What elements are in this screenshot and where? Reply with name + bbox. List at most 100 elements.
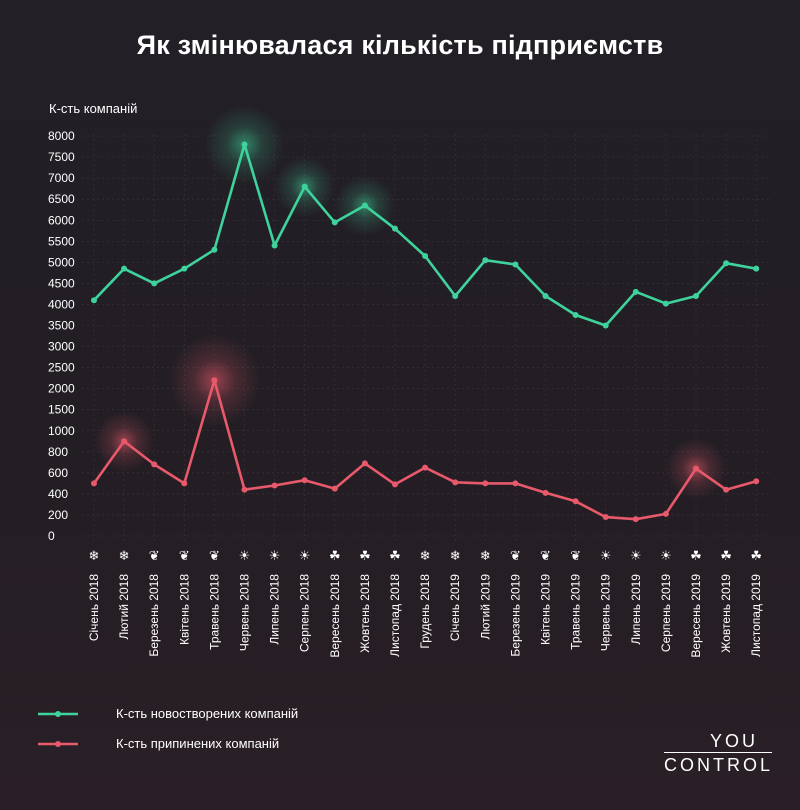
point-new bbox=[331, 219, 338, 226]
series-points bbox=[91, 141, 760, 523]
point-new bbox=[482, 257, 489, 264]
point-new bbox=[392, 225, 398, 232]
legend-label-new: К-сть новостворених компаній bbox=[116, 706, 299, 721]
x-tick-label: Серпень 2019 bbox=[659, 574, 673, 652]
leaf-icon: ❦ bbox=[179, 549, 190, 564]
point-closed bbox=[181, 480, 188, 487]
x-tick-label: Вересень 2018 bbox=[328, 574, 342, 658]
point-closed bbox=[693, 465, 699, 472]
x-tick-label: Квітень 2018 bbox=[177, 574, 191, 645]
point-new bbox=[662, 300, 669, 307]
point-closed bbox=[422, 464, 429, 471]
x-tick-label: Січень 2018 bbox=[87, 574, 101, 641]
sun-icon: ☀ bbox=[299, 549, 311, 564]
leaf-icon: ❦ bbox=[209, 549, 220, 564]
logo-divider bbox=[664, 752, 772, 753]
maple-leaf-icon: ☘ bbox=[690, 549, 702, 564]
y-tick-label: 6500 bbox=[48, 192, 75, 206]
point-new bbox=[512, 261, 519, 268]
sun-icon: ☀ bbox=[239, 549, 251, 564]
x-tick-label: Червень 2019 bbox=[599, 574, 613, 651]
point-closed bbox=[392, 481, 398, 488]
y-tick-label: 3000 bbox=[48, 340, 75, 354]
point-closed bbox=[723, 486, 730, 493]
point-new bbox=[151, 280, 158, 287]
snowflake-icon: ❄ bbox=[89, 549, 100, 564]
point-closed bbox=[602, 514, 609, 521]
snowflake-icon: ❄ bbox=[420, 549, 431, 564]
point-new bbox=[271, 242, 278, 249]
logo-line1: YOU bbox=[709, 731, 758, 751]
maple-leaf-icon: ☘ bbox=[329, 549, 341, 564]
point-closed bbox=[512, 480, 519, 487]
x-tick-label: Листопад 2018 bbox=[388, 574, 402, 657]
y-tick-label: 8000 bbox=[48, 129, 75, 143]
leaf-icon: ❦ bbox=[570, 549, 581, 564]
x-tick-label: Жовтень 2019 bbox=[719, 574, 733, 653]
maple-leaf-icon: ☘ bbox=[359, 549, 371, 564]
x-tick-labels: Січень 2018 Лютий 2018 Березень 2018 Квітен… bbox=[87, 574, 763, 658]
snowflake-icon: ❄ bbox=[119, 549, 130, 564]
x-tick-label: Червень 2018 bbox=[238, 574, 252, 651]
y-tick-label: 5000 bbox=[48, 255, 75, 269]
y-tick-label: 800 bbox=[48, 445, 68, 459]
y-tick-label: 4000 bbox=[48, 297, 75, 311]
point-new bbox=[181, 265, 188, 272]
point-closed bbox=[151, 461, 158, 468]
leaf-icon: ❦ bbox=[149, 549, 160, 564]
sun-icon: ☀ bbox=[600, 549, 612, 564]
point-closed bbox=[301, 477, 308, 484]
legend-swatch-closed bbox=[38, 741, 78, 747]
chart-title: Як змінювалася кількість підприємств bbox=[136, 30, 664, 60]
x-tick-label: Квітень 2019 bbox=[539, 574, 553, 645]
point-new bbox=[121, 265, 128, 272]
y-tick-labels: 0 200 400 600 800 1000 1500 2000 2500 3000 3500 400… bbox=[48, 129, 75, 543]
point-new bbox=[723, 260, 730, 267]
y-tick-label: 400 bbox=[48, 487, 68, 501]
sun-icon: ☀ bbox=[630, 549, 642, 564]
y-tick-label: 7500 bbox=[48, 150, 75, 164]
point-closed bbox=[91, 480, 97, 487]
x-tick-label: Липень 2018 bbox=[268, 574, 282, 645]
y-tick-label: 1500 bbox=[48, 403, 75, 417]
point-new bbox=[361, 202, 368, 209]
y-tick-label: 200 bbox=[48, 508, 68, 522]
x-tick-label: Серпень 2018 bbox=[298, 574, 312, 652]
point-closed bbox=[452, 479, 459, 486]
point-new bbox=[572, 311, 579, 318]
y-tick-label: 2000 bbox=[48, 382, 75, 396]
season-icons: ❄ ❄ ❦ ❦ ❦ ☀ ☀ ☀ ☘ ☘ ☘ ❄ ❄ ❄ ❦ ❦ ❦ ☀ ☀ ☀ ☘ ☘ ☘ bbox=[89, 549, 762, 564]
youcontrol-logo: YOU CONTROL bbox=[664, 731, 772, 775]
point-new bbox=[753, 265, 760, 272]
point-new bbox=[693, 293, 699, 300]
y-tick-label: 7000 bbox=[48, 171, 75, 185]
y-axis-label: К-сть компаній bbox=[49, 101, 137, 116]
x-tick-label: Січень 2019 bbox=[448, 574, 462, 641]
y-tick-label: 2500 bbox=[48, 361, 75, 375]
point-closed bbox=[482, 480, 489, 487]
maple-leaf-icon: ☘ bbox=[389, 549, 401, 564]
y-tick-label: 4500 bbox=[48, 276, 75, 290]
legend-swatch-new bbox=[38, 711, 78, 717]
point-new bbox=[632, 288, 639, 295]
x-tick-label: Травень 2018 bbox=[207, 574, 221, 650]
x-tick-label: Липень 2019 bbox=[629, 574, 643, 645]
x-tick-label: Листопад 2019 bbox=[749, 574, 763, 657]
point-closed bbox=[572, 498, 579, 505]
legend-item-closed: К-сть припинених компаній bbox=[36, 734, 376, 754]
point-new bbox=[301, 183, 308, 190]
x-tick-label: Лютий 2019 bbox=[478, 574, 492, 640]
x-tick-label: Березень 2019 bbox=[508, 574, 522, 657]
snowflake-icon: ❄ bbox=[450, 549, 461, 564]
point-new bbox=[211, 246, 218, 253]
y-tick-label: 5500 bbox=[48, 234, 75, 248]
leaf-icon: ❦ bbox=[540, 549, 551, 564]
y-tick-label: 600 bbox=[48, 466, 68, 480]
point-closed bbox=[361, 460, 368, 467]
x-tick-label: Травень 2019 bbox=[569, 574, 583, 650]
x-tick-label: Березень 2018 bbox=[147, 574, 161, 657]
snowflake-icon: ❄ bbox=[480, 549, 491, 564]
point-closed bbox=[542, 489, 549, 496]
point-new bbox=[91, 297, 97, 304]
